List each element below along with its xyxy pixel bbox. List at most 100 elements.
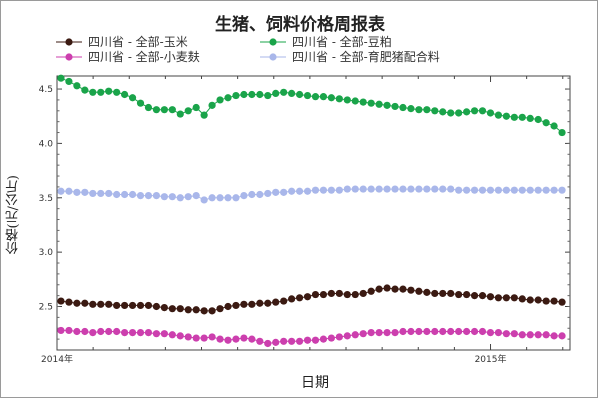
data-point <box>303 293 312 301</box>
data-point <box>327 289 335 298</box>
data-point <box>399 285 407 293</box>
data-point <box>502 186 510 194</box>
data-point <box>415 185 423 193</box>
data-point <box>144 103 153 112</box>
data-point <box>176 332 184 340</box>
data-point <box>319 290 328 299</box>
data-point <box>295 337 304 345</box>
data-point <box>160 303 168 312</box>
series-line <box>60 77 563 133</box>
data-point <box>208 307 216 315</box>
data-point <box>105 300 113 308</box>
data-point <box>160 106 168 114</box>
data-point <box>65 298 73 306</box>
data-point <box>399 327 407 336</box>
data-point <box>303 187 312 195</box>
data-point <box>256 190 264 199</box>
x-axis: 2014年 2015年 <box>41 76 564 365</box>
data-point <box>73 299 81 307</box>
data-point <box>121 301 129 310</box>
data-point <box>470 107 479 115</box>
data-point <box>208 101 216 109</box>
data-point <box>128 301 137 310</box>
data-point <box>136 192 145 200</box>
data-point <box>89 189 97 198</box>
data-point <box>152 106 161 114</box>
data-point <box>208 194 216 202</box>
data-point <box>81 188 89 196</box>
data-point <box>327 186 335 194</box>
data-point <box>542 186 550 194</box>
data-point <box>478 292 487 300</box>
data-point <box>335 186 343 194</box>
data-point <box>502 112 510 120</box>
data-point <box>216 335 224 343</box>
legend-label: 四川省 - 全部-育肥猪配合料 <box>292 49 440 64</box>
data-point <box>486 186 495 194</box>
data-point <box>128 329 137 337</box>
data-point <box>272 298 280 306</box>
data-point <box>502 330 510 338</box>
data-point <box>97 300 105 308</box>
legend-label: 四川省 - 全部-小麦麸 <box>88 49 200 64</box>
legend-marker <box>269 53 277 61</box>
data-point <box>152 302 161 311</box>
data-point <box>264 299 272 307</box>
y-tick-label: 2.5 <box>39 303 53 313</box>
data-point <box>558 128 566 137</box>
data-point <box>399 103 407 112</box>
data-point <box>168 331 176 339</box>
data-point <box>311 336 320 344</box>
data-point <box>534 296 542 304</box>
data-point <box>343 332 351 340</box>
data-point <box>57 326 65 335</box>
data-point <box>81 327 89 336</box>
data-point <box>121 90 129 99</box>
data-point <box>65 77 73 86</box>
series-line <box>61 329 562 345</box>
data-point <box>248 190 256 199</box>
plot-border <box>56 75 571 351</box>
data-point <box>415 287 423 295</box>
data-point <box>295 294 304 302</box>
data-point <box>335 289 343 298</box>
data-point <box>73 327 81 336</box>
data-point <box>431 185 439 193</box>
data-point <box>200 111 208 119</box>
data-point <box>272 338 280 346</box>
data-point <box>200 196 208 204</box>
data-point <box>232 194 240 202</box>
data-point <box>136 329 145 337</box>
data-point <box>280 337 288 345</box>
data-point <box>391 185 399 193</box>
data-point <box>359 289 367 298</box>
data-point <box>319 93 328 101</box>
data-point <box>375 285 383 293</box>
x-tick-label: 2014年 <box>41 353 73 365</box>
data-point <box>470 186 479 194</box>
data-point <box>192 192 200 200</box>
data-point <box>518 295 526 303</box>
data-point <box>224 94 232 102</box>
data-point <box>415 327 423 336</box>
data-point <box>168 193 176 201</box>
data-point <box>280 297 288 305</box>
data-point <box>367 287 375 295</box>
data-point <box>184 306 192 314</box>
legend-marker <box>269 38 277 46</box>
data-point <box>105 327 113 336</box>
data-point <box>216 194 224 202</box>
data-point <box>81 86 89 94</box>
data-point <box>470 327 479 336</box>
data-point <box>455 186 463 194</box>
data-point <box>272 89 280 97</box>
data-point <box>550 122 558 130</box>
data-point <box>248 300 256 308</box>
data-point <box>208 333 216 341</box>
data-point <box>144 301 153 310</box>
data-point <box>383 101 391 109</box>
data-point <box>415 106 423 114</box>
data-point <box>232 301 240 310</box>
data-point <box>184 107 192 115</box>
